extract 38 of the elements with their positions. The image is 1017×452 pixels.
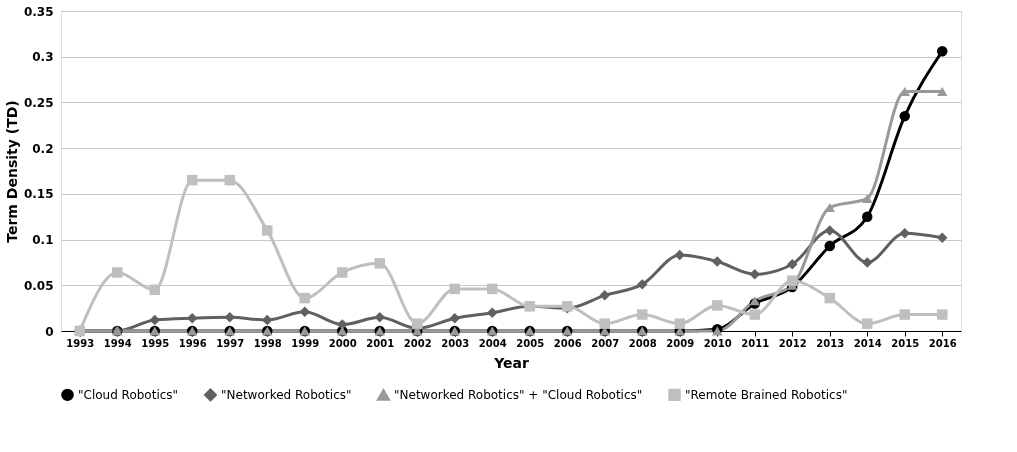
legend-label: "Cloud Robotics" xyxy=(78,387,179,402)
legend-label: "Remote Brained Robotics" xyxy=(685,387,848,402)
y-tick-label: 0.2 xyxy=(32,141,54,156)
x-tick-label: 2011 xyxy=(741,337,770,349)
x-tick-label: 2003 xyxy=(441,337,470,349)
y-tick-label: 0.1 xyxy=(32,233,54,248)
x-tick-label: 2002 xyxy=(403,337,432,349)
x-tick-label: 2001 xyxy=(366,337,395,349)
x-tick-label: 2005 xyxy=(516,337,545,349)
y-tick-label: 0.35 xyxy=(23,4,54,19)
x-tick-label: 1997 xyxy=(216,337,245,349)
y-tick-label: 0.25 xyxy=(23,95,54,110)
x-axis-title: Year xyxy=(493,354,529,371)
x-tick-label: 2013 xyxy=(816,337,845,349)
y-tick-label: 0.15 xyxy=(23,187,54,202)
x-tick-label: 2015 xyxy=(891,337,920,349)
y-tick-label: 0.3 xyxy=(32,50,54,65)
x-tick-label: 2010 xyxy=(703,337,732,349)
legend-label: "Networked Robotics" + "Cloud Robotics" xyxy=(394,388,643,403)
x-tick-label: 2007 xyxy=(591,337,620,349)
x-tick-label: 2009 xyxy=(666,337,695,349)
x-tick-label: 2012 xyxy=(778,337,807,349)
x-tick-label: 1998 xyxy=(253,337,282,349)
y-tick-label: 0 xyxy=(45,324,54,339)
x-tick-label: 2014 xyxy=(853,337,882,349)
x-tick-label: 1994 xyxy=(103,337,132,349)
y-axis-title: Term Density (TD) xyxy=(3,100,20,243)
x-tick-label: 2008 xyxy=(628,337,657,349)
x-tick-label: 2006 xyxy=(553,337,582,349)
x-tick-label: 1995 xyxy=(141,337,170,349)
x-tick-label: 2016 xyxy=(928,337,957,349)
legend-label: "Networked Robotics" xyxy=(221,387,352,402)
x-tick-label: 1999 xyxy=(291,337,320,349)
y-tick-label: 0.05 xyxy=(23,278,54,293)
x-tick-label: 2000 xyxy=(328,337,357,349)
x-tick-label: 1993 xyxy=(66,337,95,349)
x-tick-label: 2004 xyxy=(478,337,507,349)
x-tick-label: 1996 xyxy=(178,337,207,349)
